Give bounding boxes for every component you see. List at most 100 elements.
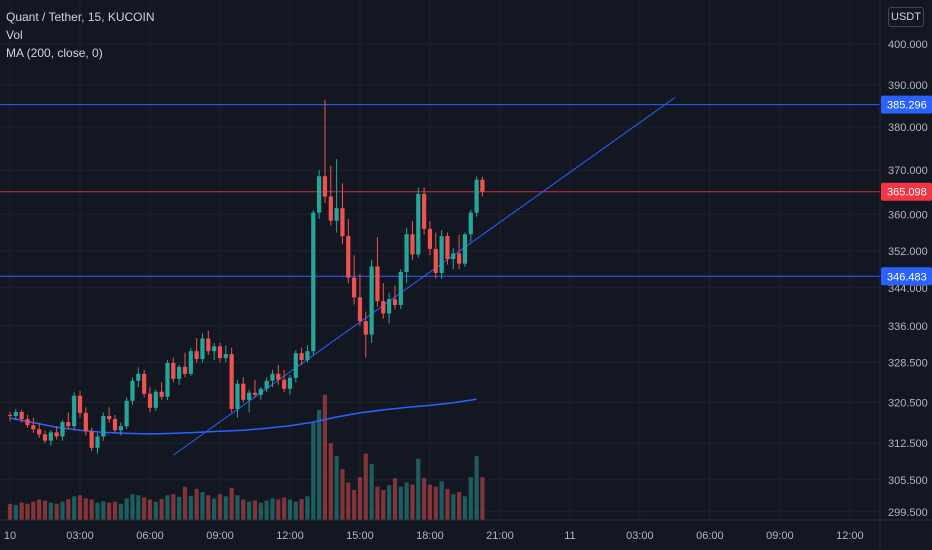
volume-bar [393, 478, 397, 520]
candle-body [323, 176, 327, 196]
candle-body [346, 236, 350, 277]
volume-bar [375, 487, 379, 520]
price-axis-tick-label: 328.500 [888, 357, 928, 369]
time-axis-tick-label: 15:00 [346, 530, 374, 542]
candle-body [259, 389, 263, 395]
volume-bar [405, 482, 409, 520]
volume-bar [206, 495, 210, 520]
volume-bar [457, 492, 461, 520]
volume-bar [352, 490, 356, 520]
chart-legend: Quant / Tether, 15, KUCOIN Vol MA (200, … [6, 8, 155, 62]
time-axis-tick-label: 09:00 [766, 530, 794, 542]
candle-body [177, 367, 181, 379]
candle-body [270, 374, 274, 381]
candle-body [43, 434, 47, 440]
volume-bar [189, 496, 193, 520]
candle-body [78, 396, 82, 413]
candle-body [8, 415, 12, 416]
candle-body [475, 180, 479, 213]
candle-body [84, 413, 88, 431]
volume-bar [463, 496, 467, 520]
volume-bar [329, 443, 333, 520]
price-axis-tick-label: 336.000 [888, 321, 928, 333]
volume-bar [265, 501, 269, 520]
time-axis-tick-label: 18:00 [416, 530, 444, 542]
volume-bar [270, 498, 274, 520]
candle-body [352, 278, 356, 298]
currency-button[interactable]: USDT [888, 7, 924, 27]
volume-bar [323, 395, 327, 520]
candle-body [95, 436, 99, 447]
candle-body [317, 176, 321, 212]
volume-bar [475, 456, 479, 520]
volume-bar [364, 454, 368, 520]
volume-bar [428, 485, 432, 520]
candle-body [311, 213, 315, 352]
volume-bar [165, 495, 169, 520]
price-axis-tick-label: 305.500 [888, 475, 928, 487]
candle-body [399, 272, 403, 305]
volume-bar [305, 496, 309, 520]
candle-body [253, 393, 257, 395]
candle-body [364, 321, 368, 334]
volume-bar [445, 489, 449, 520]
volume-bar [14, 505, 18, 520]
volume-bar [95, 503, 99, 520]
candle-body [200, 339, 204, 359]
candle-body [189, 351, 193, 374]
volume-bar [130, 494, 134, 520]
volume-bar [247, 502, 251, 520]
symbol-title[interactable]: Quant / Tether, 15, KUCOIN [6, 8, 155, 26]
volume-bar [43, 501, 47, 520]
volume-bar [25, 504, 29, 520]
volume-bar [60, 502, 64, 520]
volume-bar [31, 502, 35, 520]
volume-bar [72, 496, 76, 520]
volume-bar [469, 477, 473, 520]
price-axis-tick-label: 380.000 [888, 122, 928, 134]
volume-indicator-label[interactable]: Vol [6, 26, 155, 44]
volume-bar [381, 490, 385, 520]
candle-body [142, 374, 146, 394]
candle-body [171, 363, 175, 379]
candle-body [49, 432, 53, 440]
candle-body [463, 234, 467, 263]
time-axis-tick-label: 10 [4, 530, 16, 542]
volume-bar [183, 487, 187, 520]
candle-body [218, 346, 222, 358]
volume-bar [410, 485, 414, 520]
volume-bar [259, 503, 263, 520]
candle-body [440, 236, 444, 273]
price-tag-label: 365.098 [887, 187, 927, 199]
time-axis-tick-label: 09:00 [206, 530, 234, 542]
volume-bar [340, 469, 344, 520]
volume-bar [294, 502, 298, 520]
volume-bar [358, 477, 362, 520]
volume-bar [370, 464, 374, 520]
volume-bar [422, 478, 426, 520]
volume-bar [276, 500, 280, 520]
candle-body [445, 236, 449, 259]
volume-bar [253, 501, 257, 520]
candle-body [183, 367, 187, 374]
volume-bar [224, 496, 228, 520]
time-axis-tick-label: 21:00 [486, 530, 514, 542]
candle-body [230, 354, 234, 409]
candle-body [90, 431, 94, 448]
time-axis-tick-label: 03:00 [66, 530, 94, 542]
candle-body [410, 234, 414, 254]
time-axis-tick-label: 06:00 [696, 530, 724, 542]
price-tag-label: 385.296 [887, 100, 927, 112]
volume-bar [311, 423, 315, 520]
volume-bar [480, 477, 484, 520]
moving-average-indicator-label[interactable]: MA (200, close, 0) [6, 44, 155, 62]
candle-body [148, 394, 152, 408]
volume-bar [160, 499, 164, 520]
volume-bar [317, 410, 321, 520]
volume-bar [171, 494, 175, 520]
candle-body [224, 354, 228, 358]
candle-body [247, 393, 251, 400]
candle-body [300, 353, 304, 360]
candle-body [375, 266, 379, 301]
